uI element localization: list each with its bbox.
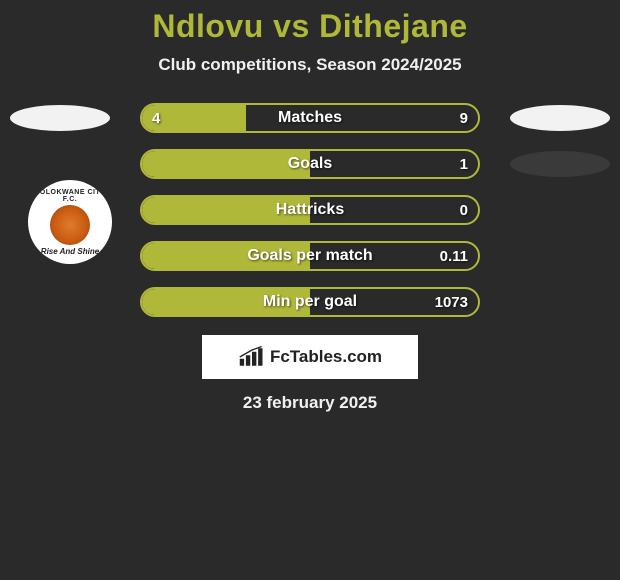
page-subtitle: Club competitions, Season 2024/2025 [0,55,620,75]
stat-bar: Goals1 [140,149,480,179]
stat-label: Goals [142,151,478,177]
stat-value-right: 1 [460,151,468,177]
stat-value-right: 0.11 [440,243,468,269]
stat-value-right: 0 [460,197,468,223]
badge-bottom-text: Rise And Shine [41,247,99,256]
stat-label: Hattricks [142,197,478,223]
stat-row: Min per goal1073 [0,287,620,317]
stat-label: Min per goal [142,289,478,315]
player-oval-left [10,105,110,131]
badge-center-icon [50,205,90,245]
stat-bar: 4Matches9 [140,103,480,133]
stat-bar: Min per goal1073 [140,287,480,317]
date-text: 23 february 2025 [0,393,620,413]
stat-label: Goals per match [142,243,478,269]
club-badge-left: POLOKWANE CITY F.C. Rise And Shine [28,180,112,264]
stat-value-right: 1073 [435,289,468,315]
stat-row: 4Matches9 [0,103,620,133]
player-oval-right [510,151,610,177]
stat-bar: Hattricks0 [140,195,480,225]
page-title: Ndlovu vs Dithejane [0,8,620,45]
stat-value-right: 9 [460,105,468,131]
stat-label: Matches [142,105,478,131]
stat-row: Goals1 [0,149,620,179]
player-oval-right [510,105,610,131]
brand-text: FcTables.com [270,347,382,367]
stat-bar: Goals per match0.11 [140,241,480,271]
chart-icon [238,346,266,368]
comparison-widget: Ndlovu vs Dithejane Club competitions, S… [0,0,620,413]
brand-box[interactable]: FcTables.com [202,335,418,379]
